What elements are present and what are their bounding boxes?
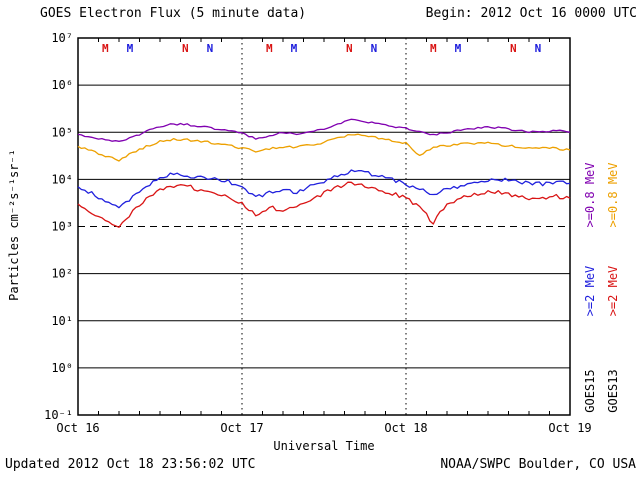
satellite-midnight-marker: M — [102, 42, 109, 55]
satellite-noon-marker: N — [182, 42, 189, 55]
series-goes15-0-8-mev — [77, 118, 571, 142]
plot-frame — [77, 37, 571, 416]
legend-goes13-e2-label: >=2 MeV — [606, 265, 620, 317]
y-tick-label: 10⁵ — [51, 125, 73, 139]
series-goes13-2-mev — [77, 181, 571, 228]
y-tick-label: 10⁻¹ — [44, 408, 73, 422]
credit: NOAA/SWPC Boulder, CO USA — [440, 457, 636, 472]
satellite-noon-marker: N — [371, 42, 378, 55]
x-tick-label: Oct 18 — [384, 421, 427, 435]
y-tick-label: 10⁰ — [51, 361, 73, 375]
x-tick-label: Oct 17 — [220, 421, 263, 435]
series-goes15-2-mev — [77, 169, 571, 209]
satellite-midnight-marker: M — [455, 42, 462, 55]
y-tick-label: 10⁷ — [51, 31, 73, 45]
updated-timestamp: Updated 2012 Oct 18 23:56:02 UTC — [5, 457, 256, 472]
y-tick-label: 10³ — [51, 220, 73, 234]
satellite-noon-marker: N — [207, 42, 214, 55]
satellite-midnight-marker: M — [127, 42, 134, 55]
satellite-noon-marker: N — [535, 42, 542, 55]
series-goes13-0-8-mev — [77, 133, 571, 162]
x-tick-label: Oct 19 — [548, 421, 591, 435]
satellite-noon-marker: N — [510, 42, 517, 55]
satellite-midnight-marker: M — [291, 42, 298, 55]
y-tick-label: 10⁴ — [51, 172, 73, 186]
y-tick-label: 10² — [51, 267, 73, 281]
satellite-noon-marker: N — [346, 42, 353, 55]
legend-goes15-e08-label: >=0.8 MeV — [583, 162, 597, 228]
y-tick-label: 10¹ — [51, 314, 73, 328]
begin-timestamp: Begin: 2012 Oct 16 0000 UTC — [425, 6, 637, 21]
chart-title: GOES Electron Flux (5 minute data) — [40, 6, 307, 21]
satellite-midnight-marker: M — [266, 42, 273, 55]
x-axis-title: Universal Time — [273, 439, 375, 453]
legend-goes15-label: GOES15 — [583, 369, 597, 413]
y-tick-label: 10⁶ — [51, 78, 73, 92]
legend-goes13-label: GOES13 — [606, 369, 620, 413]
x-tick-label: Oct 16 — [56, 421, 99, 435]
satellite-midnight-marker: M — [430, 42, 437, 55]
legend-goes15-e2-label: >=2 MeV — [583, 265, 597, 317]
y-axis-title: Particles cm⁻²s⁻¹sr⁻¹ — [7, 149, 21, 301]
legend-goes13-e08-label: >=0.8 MeV — [606, 162, 620, 228]
